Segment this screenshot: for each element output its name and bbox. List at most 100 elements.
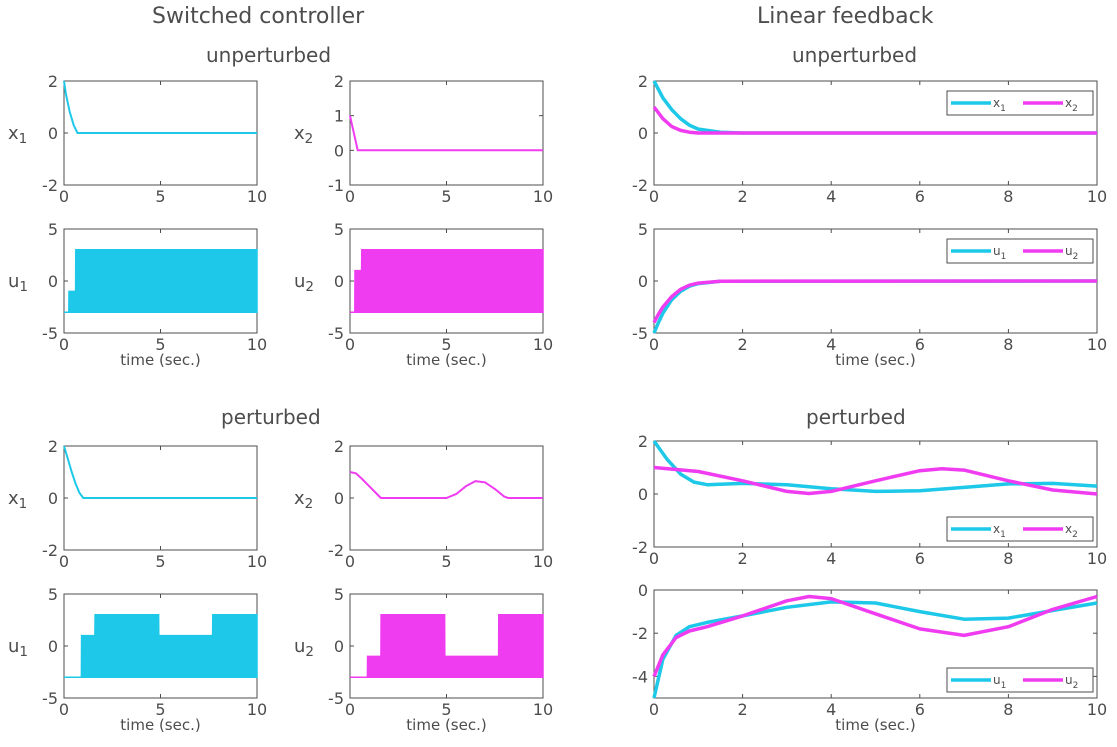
series-line-u2 (652, 594, 1098, 678)
legend: x1 x2 (946, 90, 1094, 116)
series-band-0 (64, 249, 258, 313)
x-tick-label: 6 (915, 700, 925, 719)
y-axis-label: u1 (8, 636, 28, 660)
y-tick-label: 0 (334, 272, 344, 291)
y-tick-label: -2 (328, 541, 344, 560)
y-tick-label: 2 (638, 72, 648, 91)
x-tick-label: 8 (1003, 187, 1013, 206)
y-tick-label: 0 (638, 581, 648, 600)
y-tick-label: 5 (334, 585, 344, 604)
y-tick-label: 0 (48, 489, 58, 508)
y-tick-label: 5 (334, 220, 344, 239)
x-tick-label: 0 (59, 552, 69, 571)
x-tick-label: 10 (1087, 335, 1107, 354)
x-tick-label: 0 (59, 335, 69, 354)
x-tick-label: 5 (155, 187, 165, 206)
series-line-u1 (652, 600, 1098, 699)
axes-box (349, 80, 544, 186)
legend: u1 u2 (946, 667, 1094, 693)
series-line-0 (63, 445, 257, 499)
right-column-title: Linear feedback (757, 4, 934, 29)
left-bottom-row-title: perturbed (221, 405, 321, 429)
y-tick-label: 5 (638, 220, 648, 239)
x-tick-label: 2 (738, 187, 748, 206)
x-tick-label: 10 (1087, 549, 1107, 568)
legend-label-u1: u1 (993, 673, 1006, 691)
y-tick-label: -5 (42, 689, 58, 708)
y-tick-label: 0 (334, 141, 344, 160)
y-tick-label: -2 (42, 541, 58, 560)
legend-label-x2: x2 (1065, 522, 1078, 540)
x-tick-label: 8 (1003, 549, 1013, 568)
y-tick-label: -5 (42, 324, 58, 343)
x-tick-label: 10 (247, 700, 267, 719)
y-tick-label: -5 (328, 689, 344, 708)
y-tick-label: 0 (48, 637, 58, 656)
series-line-0 (63, 80, 257, 134)
legend-label-u1: u1 (993, 244, 1006, 262)
legend-label-x2: x2 (1065, 96, 1078, 114)
x-tick-label: 10 (247, 552, 267, 571)
legend: x1 x2 (946, 516, 1094, 542)
left-column-title: Switched controller (152, 4, 365, 29)
x-tick-label: 0 (649, 700, 659, 719)
panel-lf-per-u: 0 2 4 6 8 10 -4 -2 0 time (sec.) u1 u2 (632, 581, 1107, 734)
x-axis-label: time (sec.) (835, 716, 915, 734)
y-tick-label: 2 (638, 432, 648, 451)
legend-label-x1: x1 (993, 522, 1006, 540)
x-tick-label: 10 (247, 335, 267, 354)
x-tick-label: 6 (915, 549, 925, 568)
legend: u1 u2 (946, 238, 1094, 264)
x-tick-label: 0 (649, 187, 659, 206)
x-tick-label: 0 (345, 552, 355, 571)
x-axis-label: time (sec.) (835, 351, 915, 369)
x-tick-label: 2 (738, 549, 748, 568)
series-line-0 (349, 471, 543, 499)
series-line-x2 (652, 105, 1097, 135)
x-tick-label: 0 (59, 187, 69, 206)
axes-box (653, 589, 1098, 699)
y-tick-label: 0 (334, 489, 344, 508)
x-tick-label: 8 (1003, 700, 1013, 719)
y-tick-label: -4 (632, 667, 648, 686)
x-tick-label: 10 (1087, 187, 1107, 206)
x-tick-label: 10 (533, 552, 553, 571)
x-tick-label: 5 (441, 552, 451, 571)
x-tick-label: 4 (826, 549, 836, 568)
series-band-0 (350, 249, 544, 313)
y-tick-label: 0 (334, 637, 344, 656)
x-tick-label: 10 (1087, 700, 1107, 719)
series-line-x2 (653, 465, 1098, 496)
x-tick-label: 10 (247, 187, 267, 206)
y-tick-label: -5 (632, 324, 648, 343)
x-tick-label: 5 (155, 335, 165, 354)
y-tick-label: -2 (632, 624, 648, 643)
y-axis-label: u2 (294, 636, 314, 660)
series-line-x1 (652, 439, 1098, 494)
x-axis-label: time (sec.) (406, 351, 486, 369)
x-tick-label: 0 (649, 549, 659, 568)
y-tick-label: 2 (48, 72, 58, 91)
y-axis-label: u2 (294, 271, 314, 295)
y-tick-label: 2 (48, 437, 58, 456)
x-tick-label: 6 (915, 187, 925, 206)
series-line-u2 (652, 279, 1098, 324)
x-tick-label: 5 (441, 335, 451, 354)
y-tick-label: -5 (328, 324, 344, 343)
right-top-row-title: unperturbed (792, 43, 918, 67)
x-axis-label: time (sec.) (120, 716, 200, 734)
y-axis-label: u1 (8, 271, 28, 295)
y-tick-label: 2 (334, 437, 344, 456)
x-tick-label: 0 (345, 700, 355, 719)
